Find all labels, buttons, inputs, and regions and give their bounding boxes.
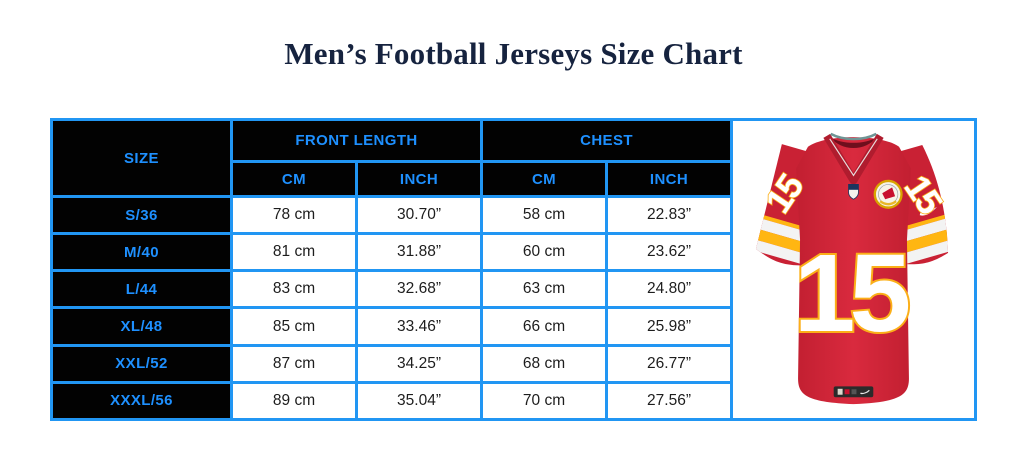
header-front-inch: INCH xyxy=(354,160,484,198)
header-size: SIZE xyxy=(50,118,233,198)
chest-inch-cell: 26.77” xyxy=(605,343,734,384)
size-table: SIZE FRONT LENGTH CHEST CM INCH CM INCH … xyxy=(50,118,734,422)
jersey-product-photo: 15 15 15 xyxy=(730,118,978,421)
table-row: M/40 81 cm 31.88” 60 cm 23.62” xyxy=(50,232,734,273)
front-length-cm-cell: 78 cm xyxy=(230,194,358,236)
front-length-inch-cell: 34.25” xyxy=(354,343,484,384)
table-row: XL/48 85 cm 33.46” 66 cm 25.98” xyxy=(50,306,734,347)
front-length-inch-cell: 35.04” xyxy=(354,380,484,422)
size-cell: XXXL/56 xyxy=(50,380,233,422)
team-patch-icon xyxy=(873,179,903,209)
chest-cm-cell: 63 cm xyxy=(480,269,609,310)
header-front-cm: CM xyxy=(230,160,358,198)
jock-tag xyxy=(833,386,874,398)
front-length-cm-cell: 83 cm xyxy=(230,269,358,310)
page-title: Men’s Football Jerseys Size Chart xyxy=(284,36,743,71)
jersey-number-chest: 15 xyxy=(794,232,909,355)
table-row: S/36 78 cm 30.70” 58 cm 22.83” xyxy=(50,194,734,236)
size-cell: XL/48 xyxy=(50,306,233,347)
table-row: XXXL/56 89 cm 35.04” 70 cm 27.56” xyxy=(50,380,734,422)
chest-inch-cell: 25.98” xyxy=(605,306,734,347)
front-length-cm-cell: 89 cm xyxy=(230,380,358,422)
front-length-inch-cell: 31.88” xyxy=(354,232,484,273)
size-cell: S/36 xyxy=(50,194,233,236)
header-chest-inch: INCH xyxy=(605,160,734,198)
front-length-inch-cell: 32.68” xyxy=(354,269,484,310)
chest-inch-cell: 23.62” xyxy=(605,232,734,273)
jersey-illustration: 15 15 15 xyxy=(750,132,958,405)
front-length-inch-cell: 33.46” xyxy=(354,306,484,347)
chest-inch-cell: 22.83” xyxy=(605,194,734,236)
chest-cm-cell: 60 cm xyxy=(480,232,609,273)
header-front-length: FRONT LENGTH xyxy=(229,118,484,163)
chart-content: SIZE FRONT LENGTH CHEST CM INCH CM INCH … xyxy=(50,118,978,422)
front-length-cm-cell: 85 cm xyxy=(230,306,358,347)
table-row: L/44 83 cm 32.68” 63 cm 24.80” xyxy=(50,269,734,310)
header-chest: CHEST xyxy=(480,118,734,163)
nike-swoosh-icon xyxy=(919,206,938,216)
chest-cm-cell: 66 cm xyxy=(480,306,609,347)
chest-cm-cell: 70 cm xyxy=(480,380,609,422)
chest-inch-cell: 24.80” xyxy=(605,269,734,310)
front-length-inch-cell: 30.70” xyxy=(354,194,484,236)
jersey-collar xyxy=(823,132,884,185)
size-cell: XXL/52 xyxy=(50,343,233,384)
size-table-body: S/36 78 cm 30.70” 58 cm 22.83” M/40 81 cm 31.88… xyxy=(50,194,734,422)
nfl-shield-icon xyxy=(848,183,859,200)
chest-inch-cell: 27.56” xyxy=(605,380,734,422)
chest-cm-cell: 58 cm xyxy=(480,194,609,236)
size-cell: M/40 xyxy=(50,232,233,273)
header-chest-cm: CM xyxy=(480,160,609,198)
size-cell: L/44 xyxy=(50,269,233,310)
chest-cm-cell: 68 cm xyxy=(480,343,609,384)
front-length-cm-cell: 81 cm xyxy=(230,232,358,273)
table-row: XXL/52 87 cm 34.25” 68 cm 26.77” xyxy=(50,343,734,384)
front-length-cm-cell: 87 cm xyxy=(230,343,358,384)
